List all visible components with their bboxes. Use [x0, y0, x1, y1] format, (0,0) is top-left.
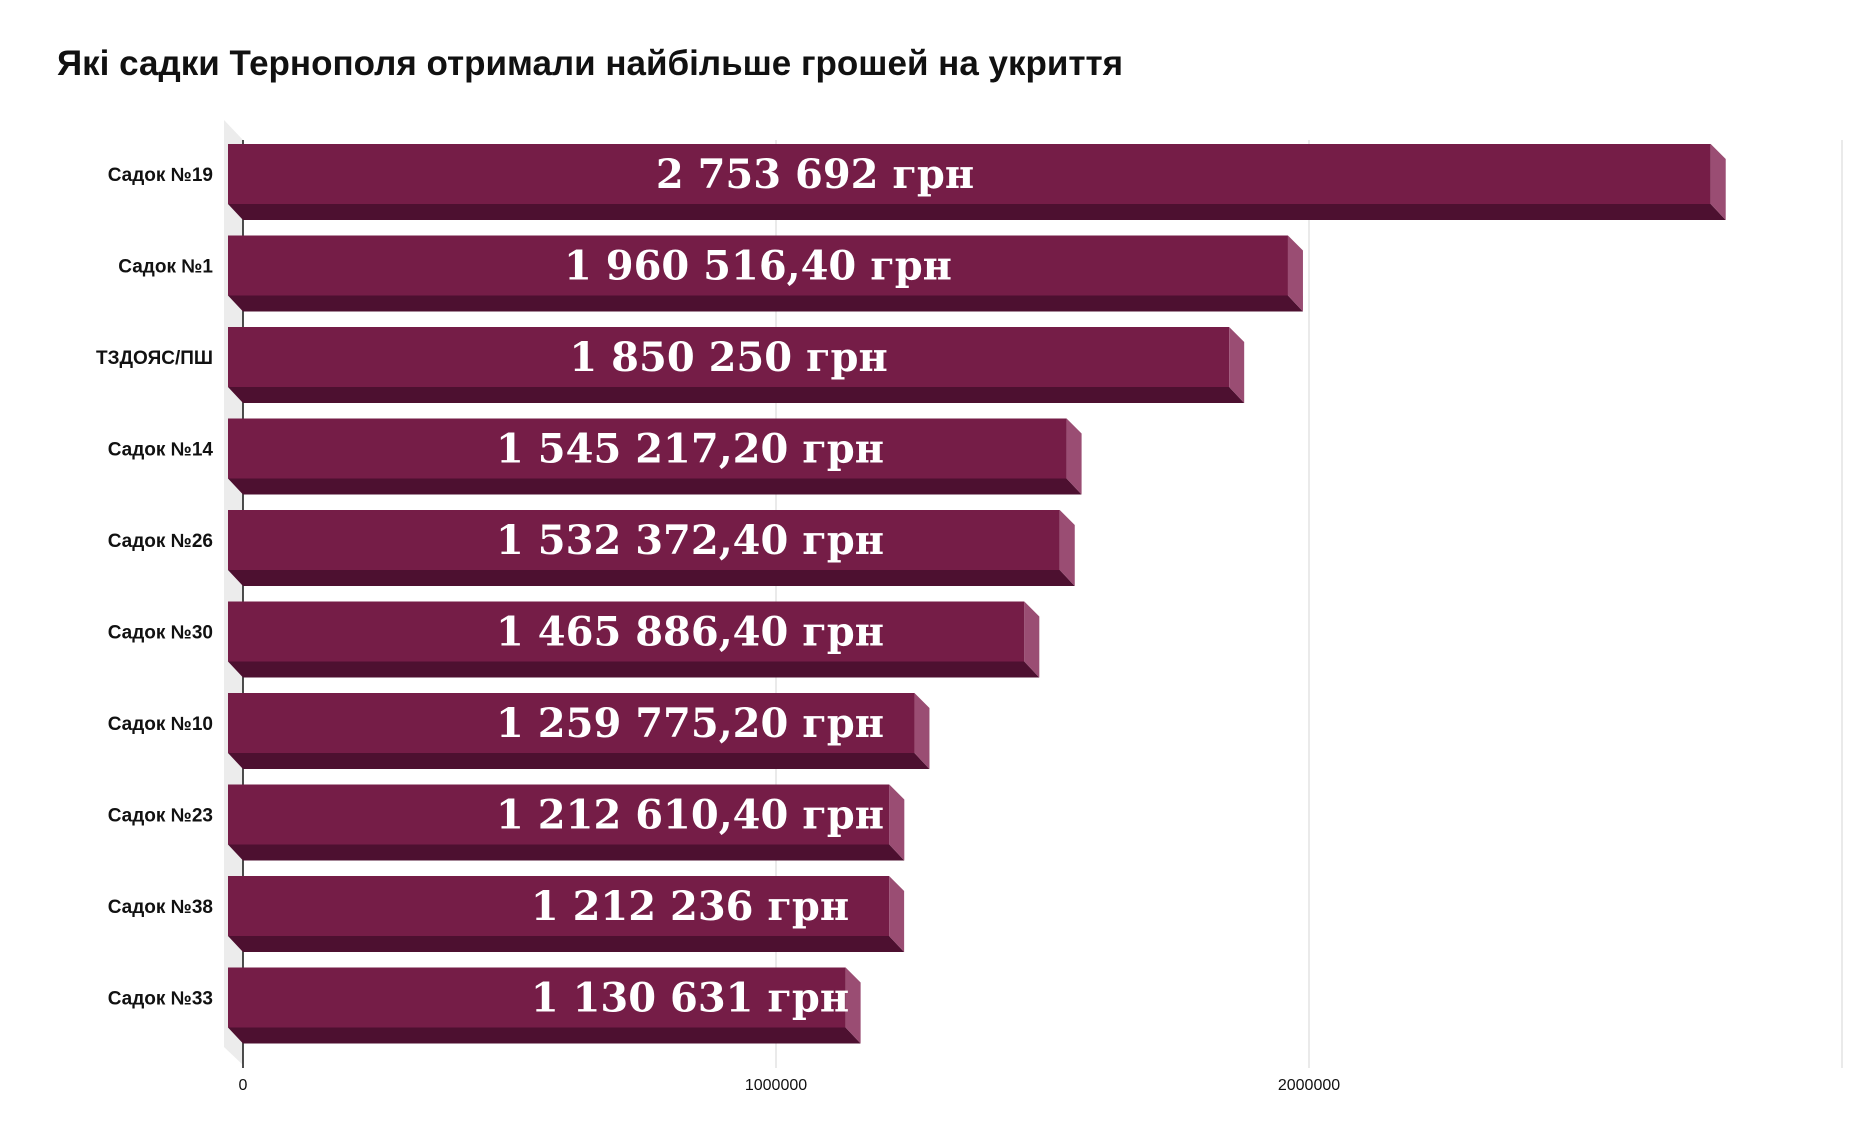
data-label: 1 545 217,20 грн — [496, 426, 884, 473]
bar-end-face — [1059, 510, 1075, 586]
bar-end-face — [1229, 327, 1245, 403]
data-label: 2 753 692 грн — [656, 151, 974, 198]
data-label: 1 850 250 грн — [569, 334, 887, 381]
bar-bottom-face — [228, 936, 905, 952]
category-label: Садок №26 — [108, 531, 213, 552]
bar-end-face — [914, 693, 930, 769]
category-label: Садок №33 — [108, 989, 213, 1010]
x-tick-label: 1000000 — [745, 1077, 807, 1094]
bar-bottom-face — [228, 387, 1245, 403]
bar-bottom-face — [228, 204, 1726, 220]
bar-end-face — [1024, 601, 1040, 678]
data-label: 1 130 631 грн — [531, 975, 849, 1022]
bar — [228, 693, 915, 753]
bar-end-face — [1287, 235, 1303, 312]
bar-bottom-face — [228, 661, 1040, 678]
x-tick-label: 2000000 — [1278, 1077, 1340, 1094]
category-label: Садок №10 — [108, 714, 213, 735]
bar — [228, 235, 1288, 296]
bar-bottom-face — [228, 295, 1303, 312]
bar-bottom-face — [228, 1027, 861, 1044]
bar — [228, 784, 890, 845]
bar — [228, 510, 1060, 570]
data-label: 1 532 372,40 грн — [496, 517, 884, 564]
bar-bottom-face — [228, 570, 1075, 586]
category-label: Садок №14 — [108, 440, 214, 461]
bar — [228, 418, 1067, 479]
bar — [228, 601, 1025, 662]
category-label: Садок №19 — [108, 165, 213, 186]
category-label: ТЗДОЯС/ПШ — [96, 348, 213, 369]
x-tick-label: 0 — [239, 1077, 248, 1094]
bar — [228, 327, 1230, 387]
bar — [228, 876, 890, 936]
data-label: 1 212 610,40 грн — [496, 792, 884, 839]
category-label: Садок №30 — [108, 623, 213, 644]
data-label: 1 960 516,40 грн — [564, 243, 952, 290]
bar — [228, 144, 1711, 204]
data-label: 1 259 775,20 грн — [496, 700, 884, 747]
bar — [228, 967, 846, 1028]
bar-end-face — [1066, 418, 1082, 495]
category-label: Садок №38 — [108, 897, 213, 918]
bar-end-face — [1710, 144, 1726, 220]
data-label: 1 465 886,40 грн — [496, 609, 884, 656]
category-label: Садок №1 — [118, 257, 213, 278]
bar-end-face — [889, 876, 905, 952]
data-label: 1 212 236 грн — [531, 883, 849, 930]
chart-title: Які садки Тернополя отримали найбільше г… — [57, 44, 1124, 83]
bar-end-face — [889, 784, 905, 861]
bar-bottom-face — [228, 844, 905, 861]
bar-bottom-face — [228, 753, 930, 769]
bar-end-face — [845, 967, 861, 1044]
category-label: Садок №23 — [108, 806, 213, 827]
bar-bottom-face — [228, 478, 1082, 495]
